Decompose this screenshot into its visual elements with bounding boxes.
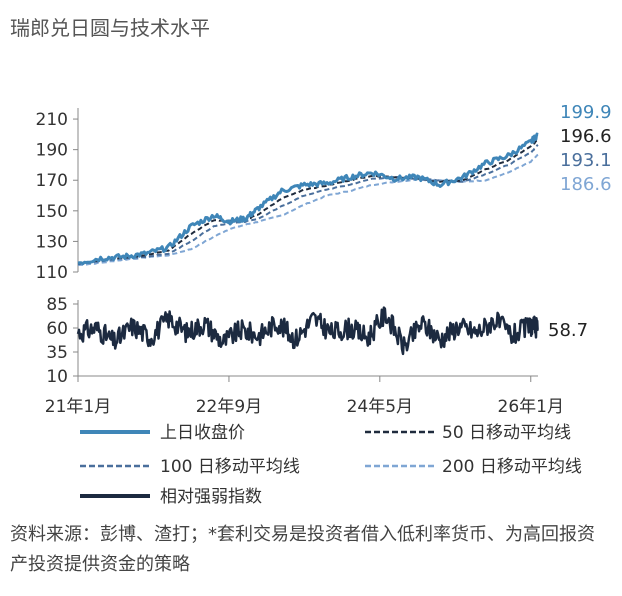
rsi-y-tick-label: 10 bbox=[46, 367, 68, 387]
price-y-tick-label: 110 bbox=[36, 263, 68, 283]
ma200-line bbox=[77, 153, 539, 267]
end-label-ma50-line: 196.6 bbox=[560, 126, 612, 147]
end-labels: 199.9 196.6 193.1 186.6 58.7 bbox=[548, 102, 612, 341]
x-tick-label: 21年1月 bbox=[45, 397, 111, 417]
legend-ma50-label: 50 日移动平均线 bbox=[442, 423, 571, 443]
price-y-tick-label: 210 bbox=[36, 110, 68, 130]
end-label-rsi: 58.7 bbox=[548, 320, 588, 341]
price-y-tick-label: 170 bbox=[36, 171, 68, 191]
legend-price-label: 上日收盘价 bbox=[160, 423, 245, 443]
chart: 110 130 150 170 190 210 10 35 60 85 21年1月 22年9月 24… bbox=[36, 102, 612, 507]
x-tick-label: 26年1月 bbox=[498, 397, 564, 417]
price-y-tick-label: 190 bbox=[36, 141, 68, 161]
ma50-line bbox=[77, 139, 539, 265]
x-axis: 21年1月 22年9月 24年5月 26年1月 bbox=[45, 375, 564, 417]
rsi-y-tick-label: 35 bbox=[46, 343, 68, 363]
price-y-tick-label: 130 bbox=[36, 232, 68, 252]
legend-rsi-label: 相对强弱指数 bbox=[160, 487, 262, 507]
ma100-line bbox=[77, 144, 539, 266]
end-label-ma100-line: 193.1 bbox=[560, 150, 612, 171]
legend-ma200-label: 200 日移动平均线 bbox=[442, 457, 582, 477]
price-y-tick-label: 150 bbox=[36, 202, 68, 222]
price-line bbox=[77, 132, 539, 266]
rsi-y-tick-label: 85 bbox=[46, 295, 68, 315]
rsi-panel: 10 35 60 85 bbox=[46, 295, 539, 387]
x-tick-label: 22年9月 bbox=[196, 397, 262, 417]
legend-ma100-label: 100 日移动平均线 bbox=[160, 457, 300, 477]
rsi-y-tick-label: 60 bbox=[46, 319, 68, 339]
end-label-price-line: 199.9 bbox=[560, 102, 612, 123]
price-panel: 110 130 150 170 190 210 bbox=[36, 108, 539, 283]
chart-title: 瑞郎兑日圆与技术水平 bbox=[10, 16, 210, 40]
x-tick-label: 24年5月 bbox=[347, 397, 413, 417]
end-label-ma200-line: 186.6 bbox=[560, 174, 612, 195]
rsi-line bbox=[76, 306, 539, 356]
source-note: 资料来源：彭博、渣打；*套利交易是投资者借入低利率货币、为高回报资产投资提供资金… bbox=[10, 524, 595, 575]
